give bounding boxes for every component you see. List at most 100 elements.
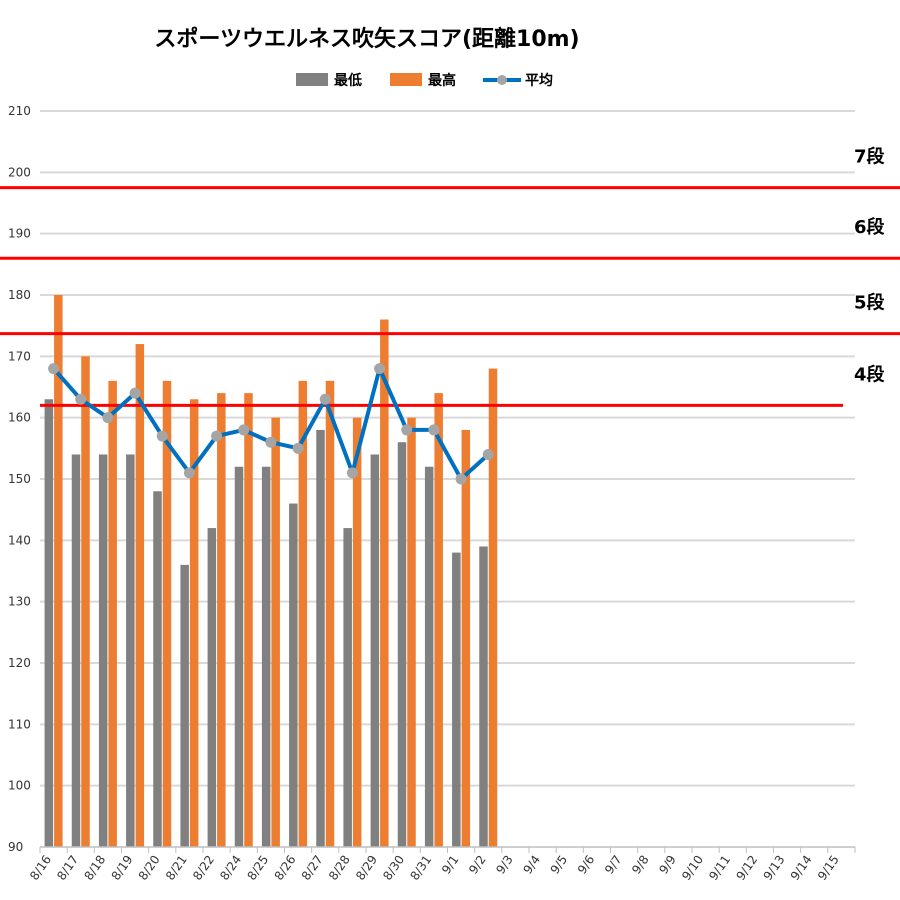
- bar-min: [424, 466, 434, 847]
- bar-min: [126, 454, 135, 847]
- y-tick-label: 90: [8, 840, 23, 854]
- bar-min: [316, 429, 325, 847]
- y-tick-label: 170: [8, 349, 31, 363]
- bar-min: [370, 454, 380, 847]
- bar-max: [407, 417, 416, 847]
- legend-swatch: [390, 73, 422, 86]
- average-point: [346, 467, 358, 479]
- legend-label: 最高: [428, 72, 456, 89]
- y-tick-label: 180: [8, 288, 31, 302]
- bar-max: [189, 399, 199, 847]
- x-tick-label: 9/4: [520, 853, 543, 877]
- bar-min: [98, 454, 108, 847]
- bar-max: [244, 393, 253, 847]
- average-point: [48, 363, 60, 375]
- x-tick-label: 9/12: [733, 853, 760, 883]
- x-tick-label: 8/31: [407, 853, 434, 883]
- legend-marker: [497, 75, 507, 85]
- x-tick-label: 8/18: [81, 853, 108, 883]
- reference-lines: 7段 6段 5段 4段: [0, 146, 900, 407]
- bar-min: [234, 466, 244, 847]
- x-tick-label: 8/22: [190, 853, 217, 883]
- x-tick-label: 8/21: [163, 853, 190, 883]
- x-tick-label: 8/26: [272, 853, 299, 883]
- y-tick-label: 120: [8, 656, 31, 670]
- x-tick-label: 8/25: [244, 853, 271, 883]
- bar-max: [54, 295, 63, 847]
- average-line: [48, 363, 494, 485]
- y-tick-label: 150: [8, 472, 31, 486]
- x-tick-label: 9/9: [656, 853, 679, 877]
- x-tick-label: 8/16: [27, 853, 54, 883]
- average-point: [238, 424, 250, 436]
- average-point: [183, 467, 195, 479]
- reference-line-label: 6段: [854, 216, 886, 238]
- bar-max: [325, 380, 335, 847]
- x-tick-label: 9/14: [788, 853, 815, 883]
- y-axis-ticks: 90 100 110 120 130 140 150 160 170 180 190 200 210: [8, 104, 31, 854]
- average-point: [102, 412, 114, 424]
- bar-min: [452, 552, 461, 847]
- x-tick-label: 9/8: [629, 853, 652, 877]
- bar-max: [461, 429, 471, 847]
- y-tick-label: 210: [8, 104, 31, 118]
- x-tick-label: 9/10: [679, 853, 706, 883]
- bar-max: [162, 380, 172, 847]
- x-tick-label: 9/6: [575, 853, 598, 877]
- x-tick-label: 8/24: [217, 853, 244, 883]
- y-tick-label: 130: [8, 595, 31, 609]
- legend-label: 最低: [334, 72, 362, 89]
- average-point: [211, 430, 223, 442]
- reference-line-label: 7段: [854, 146, 886, 168]
- reference-line-label: 4段: [854, 363, 886, 385]
- average-point: [428, 424, 440, 436]
- average-point: [482, 448, 494, 460]
- y-tick-label: 110: [8, 717, 31, 731]
- bar-max: [298, 380, 308, 847]
- legend-label: 平均: [525, 72, 553, 89]
- y-tick-label: 160: [8, 411, 31, 425]
- bar-min: [343, 528, 352, 847]
- bar-min: [479, 546, 488, 847]
- bar-min: [397, 442, 407, 847]
- average-point: [374, 363, 386, 375]
- gridlines: [40, 110, 855, 787]
- bar-max: [217, 393, 226, 847]
- y-tick-label: 190: [8, 227, 31, 241]
- y-tick-label: 140: [8, 533, 31, 547]
- x-tick-label: 8/19: [109, 853, 136, 883]
- x-tick-label: 9/1: [439, 853, 462, 877]
- bar-max: [271, 417, 280, 847]
- x-tick-label: 8/30: [380, 853, 407, 883]
- x-tick-label: 8/29: [353, 853, 380, 883]
- x-tick-label: 8/27: [299, 853, 326, 883]
- average-point: [156, 430, 168, 442]
- bar-min: [207, 528, 217, 847]
- x-tick-label: 9/3: [493, 853, 516, 877]
- chart-title: スポーツウエルネス吹矢スコア(距離10m): [154, 26, 579, 52]
- average-point: [265, 436, 277, 448]
- legend-swatch: [296, 73, 328, 86]
- reference-line-label: 5段: [854, 292, 886, 314]
- bar-max: [108, 380, 117, 847]
- x-tick-label: 9/7: [602, 853, 625, 877]
- average-point: [319, 393, 331, 405]
- x-tick-label: 8/17: [54, 853, 81, 883]
- x-tick-label: 9/15: [815, 853, 842, 883]
- average-series-line: [52, 366, 490, 481]
- x-tick-label: 8/20: [136, 853, 163, 883]
- bars: [44, 295, 498, 847]
- average-point: [292, 442, 304, 454]
- x-tick-label: 8/28: [326, 853, 353, 883]
- x-tick-label: 9/13: [761, 853, 788, 883]
- bar-min: [71, 454, 81, 847]
- x-tick-label: 9/5: [548, 853, 571, 877]
- average-point: [455, 473, 467, 485]
- bar-min: [44, 399, 54, 847]
- bar-max: [488, 368, 498, 847]
- bar-min: [261, 466, 271, 847]
- bar-max: [81, 356, 90, 847]
- x-tick-label: 9/11: [706, 853, 733, 883]
- y-tick-label: 100: [8, 779, 31, 793]
